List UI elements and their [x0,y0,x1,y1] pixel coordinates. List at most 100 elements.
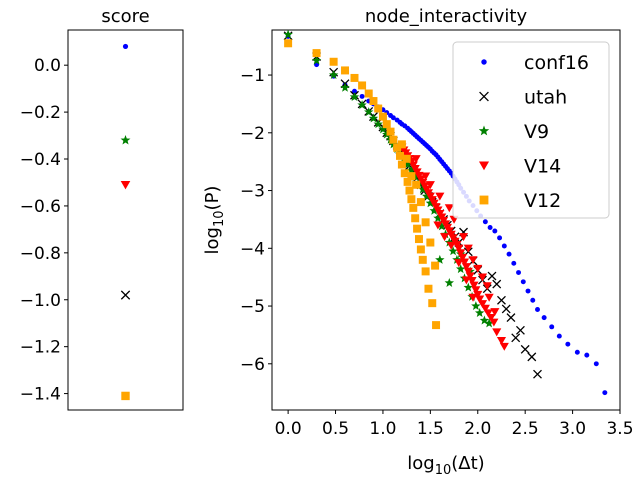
point-conf16 [574,349,580,355]
point-V12 [341,66,350,75]
main-x-tick-label: 3.0 [559,419,586,439]
point-V14 [499,342,509,351]
score-point-V14 [120,180,131,190]
point-V9 [283,29,293,39]
node-interactivity-title: node_interactivity [365,6,528,27]
point-V9 [444,278,455,287]
point-V14 [477,300,488,309]
point-utah [506,313,516,323]
point-V12 [378,112,387,121]
point-V9 [364,107,374,116]
main-x-tick-label: 2.0 [464,419,491,439]
point-V14 [469,281,479,290]
legend-marker-conf16 [481,59,487,65]
point-conf16 [487,225,493,230]
x-axis-label-arg: (Δt) [451,453,484,474]
y-axis-label-sub: 10 [212,210,227,227]
score-point-V9 [120,135,131,145]
point-V12 [414,235,423,244]
point-V14 [496,337,507,346]
point-V9 [474,308,485,317]
point-V9 [340,82,350,92]
point-V12 [421,267,430,276]
point-V12 [432,321,441,330]
main-y-tick-label: −6 [240,355,265,375]
point-V14 [471,286,481,295]
main-x-tick-label: 1.0 [369,419,396,439]
score-title: score [101,6,149,27]
main-y-tick-label: −4 [240,239,265,259]
main-x-ticks: 0.0 0.5 1.0 1.5 2.0 2.5 3.0 3.5 [275,410,634,439]
legend-label-V14: V14 [524,156,561,178]
point-V12 [284,39,293,48]
point-V14 [456,249,466,258]
main-x-tick-label: 2.5 [512,419,539,439]
point-V14 [454,259,464,268]
point-V12 [403,177,412,186]
point-V9 [373,119,383,129]
point-V14 [411,155,421,164]
point-V12 [413,224,422,233]
score-point-utah [120,290,131,300]
point-utah [497,295,506,305]
point-V9 [402,159,413,169]
point-utah [487,271,497,281]
point-V14 [461,263,471,272]
point-V9 [378,124,388,134]
point-V12 [428,299,437,308]
point-V14 [444,204,454,213]
point-V14 [463,267,473,276]
point-V12 [416,245,425,254]
point-V14 [421,172,431,181]
point-V14 [484,293,494,302]
point-V9 [433,213,443,223]
point-V9 [328,70,339,80]
point-V14 [458,233,469,242]
point-V9 [418,184,428,194]
main-y-tick-label: −1 [240,66,265,86]
y-axis-label: log10(P) [202,186,227,255]
point-conf16 [541,315,547,321]
point-V9 [471,301,481,311]
point-V14 [473,290,483,299]
point-V12 [397,140,406,149]
score-panel: score 0.0 −0.2 −0.4 −0.6 −0.8 −1.0 −1.2 −1.4 [20,6,184,411]
point-V9 [463,282,473,292]
point-V14 [463,244,473,253]
point-V14 [433,221,443,230]
legend-label-utah: utah [524,87,567,109]
point-V14 [458,253,468,262]
point-utah [492,279,502,289]
legend-marker-V9 [478,125,490,136]
point-utah [515,325,525,335]
series-V12 [284,39,441,330]
point-V9 [421,191,432,201]
score-points [120,43,131,401]
point-conf16 [520,279,526,285]
point-V9 [435,254,445,264]
point-V12 [364,89,373,98]
point-V12 [409,203,418,212]
point-conf16 [492,228,498,234]
point-V12 [382,120,391,129]
point-V12 [350,73,359,82]
legend-marker-V12 [479,195,489,205]
point-V12 [400,169,409,178]
score-y-tick-label: −0.2 [20,103,61,123]
point-V12 [421,218,430,227]
point-V12 [412,180,421,189]
point-V14 [435,192,445,201]
point-conf16 [593,361,599,367]
point-V14 [482,282,492,291]
point-V9 [448,246,458,256]
point-conf16 [506,251,512,257]
legend-box [452,41,610,219]
y-axis-label-base: log [202,227,223,254]
point-V12 [407,195,416,204]
x-axis-label-base: log [407,453,434,474]
point-V9 [479,315,490,325]
point-V12 [358,81,367,90]
node-interactivity-panel: node_interactivity 0.0 0.5 1.0 1.5 2.0 2.5 3.0… [202,6,634,478]
point-conf16 [565,341,571,347]
